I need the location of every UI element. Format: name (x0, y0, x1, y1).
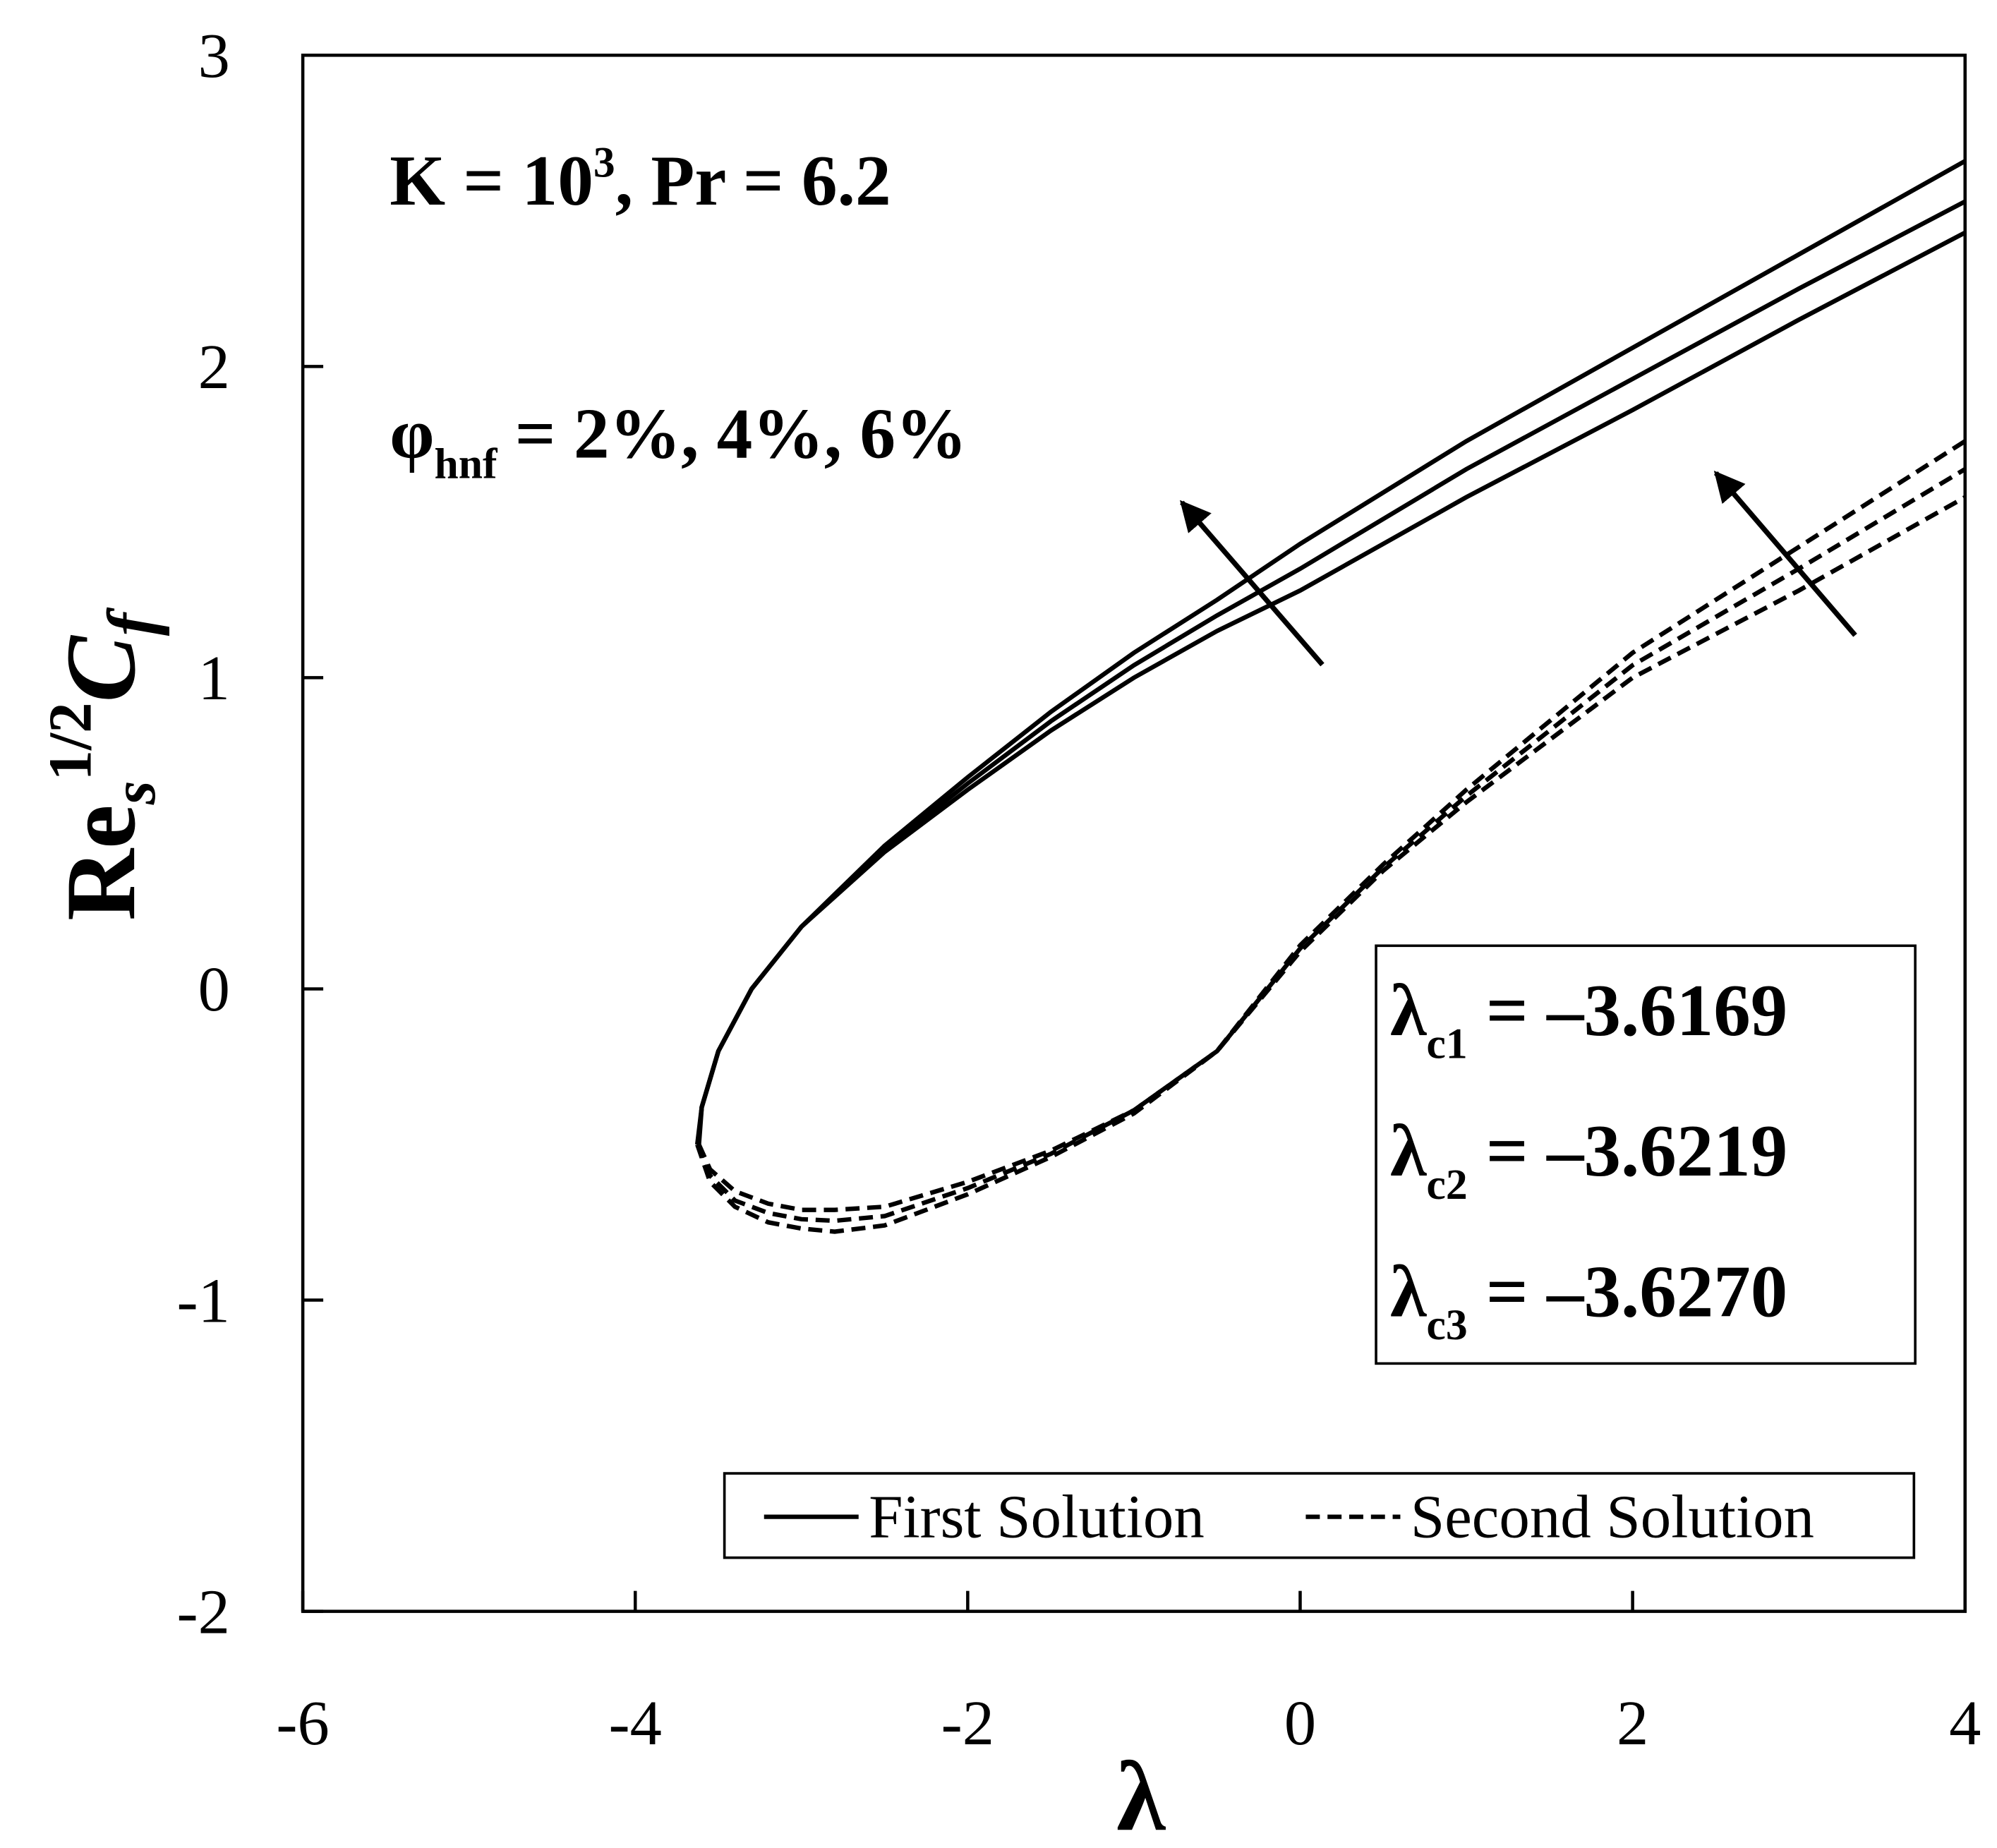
y-label-sub: s (100, 780, 168, 805)
critical-text: = –3.6219 (1468, 1109, 1788, 1192)
y-tick-label: 2 (198, 331, 230, 402)
y-label-part: C (45, 634, 156, 702)
x-tick-label: 2 (1617, 1687, 1648, 1758)
critical-sub: c3 (1427, 1301, 1468, 1349)
x-tick-label: -6 (276, 1687, 329, 1758)
critical-symbol: λ (1390, 969, 1427, 1051)
critical-symbol: λ (1390, 1250, 1427, 1332)
critical-value: λc3 = –3.6270 (1390, 1250, 1787, 1349)
arrow (1179, 500, 1325, 667)
annotation-sub: hnf (435, 440, 498, 488)
critical-sub: c1 (1427, 1020, 1468, 1068)
critical-value: λc1 = –3.6169 (1390, 969, 1787, 1068)
x-axis-label: λ (1116, 1741, 1166, 1848)
plot-frame (301, 54, 1967, 1613)
critical-sub: c2 (1427, 1161, 1468, 1209)
series-line (696, 467, 1967, 1224)
y-tick-label: 3 (198, 20, 230, 91)
annotation-text: , Pr = 6.2 (615, 141, 891, 220)
y-tick-label: 0 (198, 953, 230, 1025)
y-tick-label: 1 (198, 642, 230, 713)
y-label-part: Re (45, 804, 156, 921)
annotation-text: φ (390, 394, 434, 473)
annotation-text: K = 10 (390, 141, 593, 220)
arrow (1713, 471, 1857, 637)
y-tick-label: -2 (177, 1576, 230, 1647)
legend-label: First Solution (869, 1483, 1205, 1551)
legend-label: Second Solution (1411, 1483, 1814, 1551)
critical-value: λc2 = –3.6219 (1390, 1109, 1787, 1209)
annotation: K = 103, Pr = 6.2 (390, 138, 891, 220)
annotation-sup: 3 (593, 138, 615, 186)
y-tick-label: -1 (177, 1264, 230, 1336)
critical-text: = –3.6270 (1468, 1250, 1788, 1332)
series-line (695, 439, 1967, 1234)
series-line (696, 495, 1967, 1212)
x-tick-label: -2 (941, 1687, 994, 1758)
series-line (694, 159, 1967, 1145)
annotation: φhnf = 2%, 4%, 6% (390, 394, 967, 488)
critical-box (1375, 944, 1917, 1365)
y-label-sup: 1/2 (37, 702, 104, 780)
x-tick-label: 4 (1949, 1687, 1981, 1758)
x-tick-label: -4 (609, 1687, 662, 1758)
y-axis-label: Res1/2Cf (37, 607, 171, 921)
y-label-sub: f (94, 607, 170, 636)
annotation-text: = 2%, 4%, 6% (497, 394, 967, 473)
critical-symbol: λ (1390, 1109, 1427, 1192)
critical-text: = –3.6169 (1468, 969, 1788, 1051)
x-tick-label: 0 (1284, 1687, 1316, 1758)
